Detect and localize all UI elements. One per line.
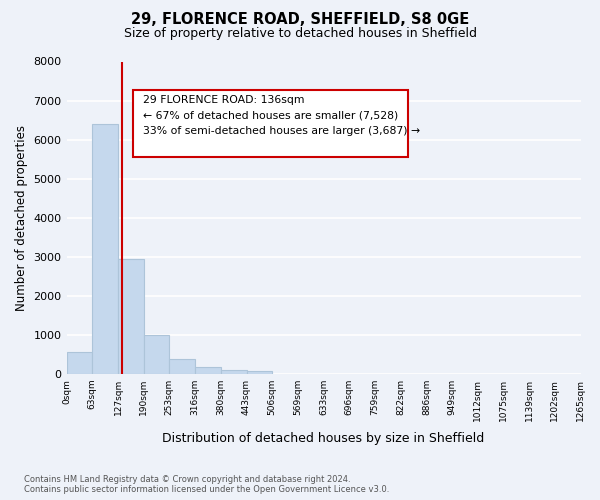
Bar [247,371,272,374]
Bar [169,359,195,374]
FancyBboxPatch shape [133,90,409,157]
Y-axis label: Number of detached properties: Number of detached properties [15,124,28,310]
Bar [195,367,221,374]
Text: Size of property relative to detached houses in Sheffield: Size of property relative to detached ho… [124,28,476,40]
Bar [144,335,169,374]
Bar [118,258,144,374]
Text: 29, FLORENCE ROAD, SHEFFIELD, S8 0GE: 29, FLORENCE ROAD, SHEFFIELD, S8 0GE [131,12,469,28]
Bar [92,124,118,374]
Text: 29 FLORENCE ROAD: 136sqm
← 67% of detached houses are smaller (7,528)
33% of sem: 29 FLORENCE ROAD: 136sqm ← 67% of detach… [143,95,420,136]
Bar [67,352,92,374]
Text: Contains HM Land Registry data © Crown copyright and database right 2024.
Contai: Contains HM Land Registry data © Crown c… [24,474,389,494]
Bar [221,370,247,374]
X-axis label: Distribution of detached houses by size in Sheffield: Distribution of detached houses by size … [163,432,485,445]
